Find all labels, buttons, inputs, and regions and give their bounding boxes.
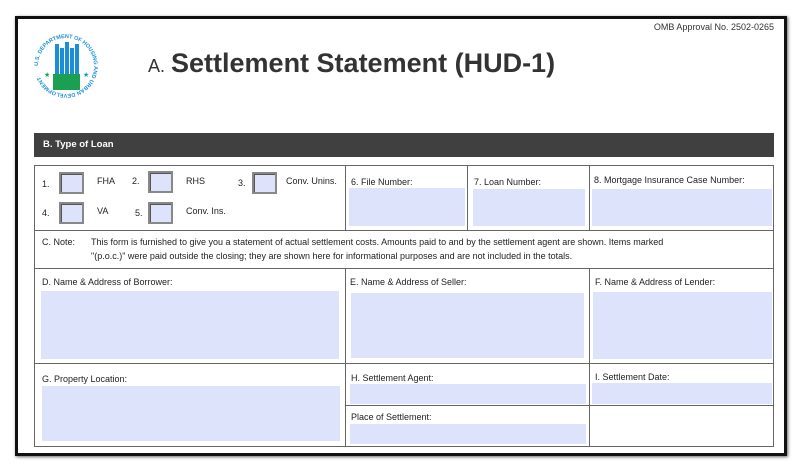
conv-ins-checkbox[interactable] <box>148 202 173 224</box>
option-num: 3. <box>238 178 246 188</box>
fha-checkbox[interactable] <box>59 172 84 194</box>
settlement-date-input[interactable] <box>592 383 772 404</box>
place-cell: Place of Settlement: <box>345 405 590 447</box>
seller-label: E. Name & Address of Seller: <box>350 277 467 287</box>
option-label: Conv. Ins. <box>186 206 226 216</box>
option-label: FHA <box>97 176 115 186</box>
lender-label: F. Name & Address of Lender: <box>595 277 716 287</box>
agent-label: H. Settlement Agent: <box>351 373 434 383</box>
borrower-input[interactable] <box>41 291 339 359</box>
rhs-checkbox[interactable] <box>148 171 173 193</box>
loan-number-cell: 7. Loan Number: <box>467 165 590 231</box>
borrower-cell: D. Name & Address of Borrower: <box>34 268 346 364</box>
option-num: 1. <box>42 179 50 189</box>
property-cell: G. Property Location: <box>34 363 346 447</box>
option-num: 2. <box>132 176 140 186</box>
place-label: Place of Settlement: <box>351 412 432 422</box>
property-label: G. Property Location: <box>42 374 128 384</box>
option-label: RHS <box>186 176 206 186</box>
svg-text:★: ★ <box>83 71 89 79</box>
lender-cell: F. Name & Address of Lender: <box>589 268 774 364</box>
mortgage-case-cell: 8. Mortgage Insurance Case Number: <box>589 165 774 231</box>
note-text-2: "(p.o.c.)" were paid outside the closing… <box>91 251 573 261</box>
option-label: Conv. Unins. <box>286 176 337 186</box>
title-text: Settlement Statement (HUD-1) <box>171 48 556 78</box>
borrower-label: D. Name & Address of Borrower: <box>42 277 173 287</box>
form-frame: OMB Approval No. 2502-0265 <box>15 16 787 456</box>
mortgage-case-input[interactable] <box>592 189 772 226</box>
note-cell: C. Note: This form is furnished to give … <box>34 230 774 269</box>
svg-text:★: ★ <box>44 71 50 79</box>
loan-number-label: 7. Loan Number: <box>474 177 542 187</box>
agent-cell: H. Settlement Agent: <box>345 363 590 406</box>
mortgage-case-label: 8. Mortgage Insurance Case Number: <box>594 175 745 185</box>
loan-number-input[interactable] <box>473 189 585 226</box>
file-number-label: 6. File Number: <box>351 177 413 187</box>
settlement-date-label: I. Settlement Date: <box>595 372 670 382</box>
loan-type-cell: 1. FHA 2. RHS 3. Conv. Unins. 4. VA 5. C… <box>34 165 346 231</box>
note-label: C. Note: <box>42 237 76 247</box>
option-num: 5. <box>135 208 143 218</box>
file-number-cell: 6. File Number: <box>345 165 468 231</box>
file-number-input[interactable] <box>349 188 465 226</box>
omb-approval: OMB Approval No. 2502-0265 <box>653 22 774 32</box>
title-prefix: A. <box>148 56 166 76</box>
agent-input[interactable] <box>350 384 586 404</box>
empty-cell <box>589 405 774 447</box>
note-text-1: This form is furnished to give you a sta… <box>91 237 664 247</box>
section-b-header: B. Type of Loan <box>34 133 774 157</box>
settlement-date-cell: I. Settlement Date: <box>589 363 774 406</box>
option-label: VA <box>97 206 109 216</box>
page-title: A. Settlement Statement (HUD-1) <box>148 48 555 79</box>
option-num: 4. <box>42 208 50 218</box>
property-input[interactable] <box>42 386 340 441</box>
va-checkbox[interactable] <box>59 202 84 224</box>
conv-unins-checkbox[interactable] <box>252 172 277 194</box>
hud-seal-logo: U.S. DEPARTMENT OF HOUSING AND URBAN DEV… <box>32 32 100 100</box>
place-input[interactable] <box>350 424 586 444</box>
lender-input[interactable] <box>593 292 772 359</box>
seller-input[interactable] <box>351 293 584 358</box>
seller-cell: E. Name & Address of Seller: <box>345 268 590 364</box>
